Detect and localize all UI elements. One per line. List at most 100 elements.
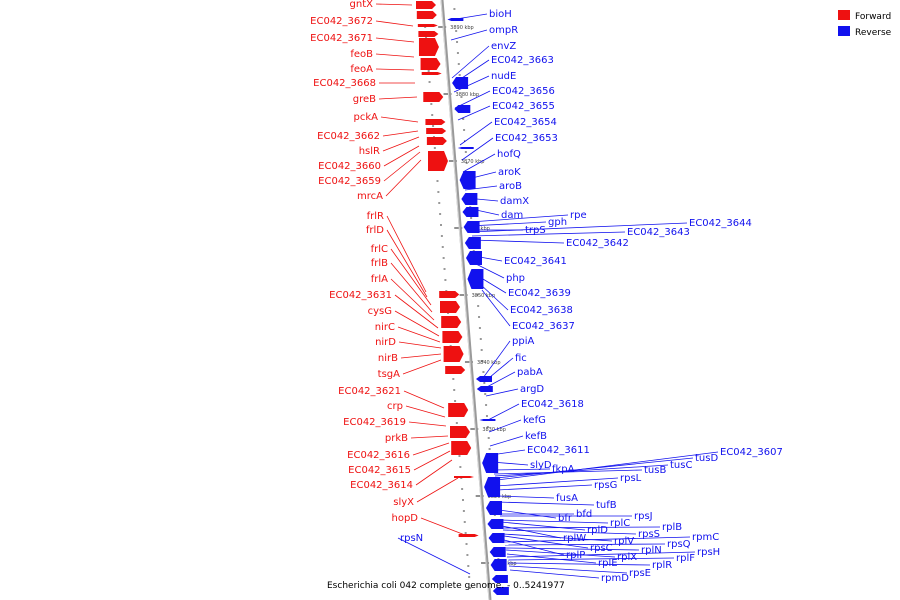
gene-label-forward: EC042_3616 [347, 450, 410, 461]
gene-label-forward: feoA [350, 64, 373, 75]
leader-line-forward [375, 20, 414, 27]
leader-lines [375, 3, 719, 579]
reverse-gene-feature [452, 77, 469, 89]
gene-label-reverse: rpsC [590, 543, 613, 554]
forward-gene-feature [454, 476, 474, 478]
reverse-gene-feature [461, 193, 478, 205]
gene-label-reverse: rplF [676, 553, 695, 564]
gene-label-forward: nirD [375, 337, 396, 348]
gene-label-reverse: EC042_3618 [521, 399, 584, 410]
gene-label-reverse: EC042_3642 [566, 238, 629, 249]
gene-label-forward: nirC [375, 322, 395, 333]
forward-gene-feature [418, 38, 439, 56]
gene-label-reverse: kefG [523, 415, 546, 426]
gene-label-reverse: EC042_3641 [504, 256, 567, 267]
gene-label-forward: gntX [350, 0, 374, 10]
leader-line-reverse [461, 137, 494, 161]
gene-label-reverse: rplR [652, 560, 672, 571]
forward-gene-feature [440, 301, 460, 313]
leader-line-reverse [471, 239, 565, 244]
reverse-gene-feature [491, 575, 508, 583]
reverse-gene-feature [467, 269, 484, 289]
gene-label-reverse: EC042_3653 [495, 133, 558, 144]
gene-label-reverse: rplD [587, 525, 608, 536]
gene-label-reverse: hofQ [497, 149, 521, 160]
reverse-gene-feature [492, 587, 509, 595]
gene-label-reverse: rpsG [594, 480, 617, 491]
leader-line-forward [394, 294, 439, 329]
leader-line-reverse [504, 536, 691, 543]
leader-line-forward [405, 405, 446, 418]
leader-line-reverse [471, 231, 626, 237]
leader-line-forward [375, 68, 415, 71]
gene-label-forward: frlB [371, 258, 388, 269]
gene-label-forward: feoB [350, 49, 373, 60]
gene-label-forward: mrcA [357, 191, 383, 202]
leader-line-reverse [505, 549, 616, 558]
gene-label-reverse: php [506, 273, 525, 284]
forward-gene-feature [428, 151, 448, 171]
leader-line-forward [415, 459, 453, 486]
legend: Forward Reverse [838, 10, 892, 38]
forward-gene-feature [441, 316, 462, 328]
gene-label-reverse: rplE [598, 558, 618, 569]
gene-label-reverse: rplC [610, 518, 630, 529]
leader-line-reverse [469, 222, 688, 233]
reverse-gene-feature [476, 376, 492, 382]
leader-line-reverse [496, 484, 593, 491]
leader-line-reverse [488, 419, 522, 433]
leader-line-forward [386, 229, 428, 298]
reverse-gene-feature [490, 559, 507, 571]
gene-label-reverse: rpe [570, 210, 587, 221]
forward-gene-feature [439, 291, 460, 298]
leader-line-reverse [450, 29, 488, 41]
leader-line-reverse [503, 535, 589, 549]
leader-line-reverse [462, 153, 496, 173]
leader-line-reverse [500, 521, 586, 531]
gene-label-forward: EC042_3672 [310, 16, 373, 27]
gene-labels: gntX EC042_3672 EC042_3671 feoB feoA EC042_36… [310, 0, 783, 584]
leader-line-forward [385, 159, 422, 197]
gene-label-reverse: EC042_3611 [527, 445, 590, 456]
leader-line-forward [380, 116, 419, 123]
legend-label-forward: Forward [855, 12, 891, 22]
forward-gene-feature [442, 331, 463, 343]
leader-line-forward [383, 151, 421, 182]
gene-label-reverse: fic [515, 353, 527, 364]
gene-label-reverse: kefB [525, 431, 547, 442]
gene-label-reverse: ompR [489, 25, 518, 36]
leader-line-reverse [502, 529, 637, 535]
gene-label-forward: hslR [359, 146, 380, 157]
leader-line-reverse [464, 185, 498, 191]
forward-gene-feature [421, 72, 442, 75]
reverse-gene-feature [464, 237, 481, 249]
gene-label-reverse: damX [500, 196, 529, 207]
leader-line-reverse [457, 105, 491, 121]
leader-line-reverse [487, 403, 520, 421]
gene-label-reverse: rpsL [620, 473, 642, 484]
gene-label-forward: frlC [371, 244, 388, 255]
leader-line-forward [420, 517, 466, 536]
gene-label-reverse: EC042_3643 [627, 227, 690, 238]
gene-label-reverse: rplW [563, 533, 586, 544]
forward-gene-feature [448, 403, 469, 417]
legend-label-reverse: Reverse [855, 28, 892, 38]
reverse-gene-feature [482, 453, 499, 473]
gene-label-forward: EC042_3671 [310, 33, 373, 44]
leader-line-forward [390, 262, 433, 313]
gene-label-reverse: EC042_3607 [720, 447, 783, 458]
gene-label-forward: EC042_3615 [348, 465, 411, 476]
scale-tick-label: 3880 kbp [456, 92, 480, 98]
gene-label-reverse: dam [501, 210, 523, 221]
leader-line-reverse [496, 451, 719, 481]
gene-label-forward: frlD [366, 225, 384, 236]
gene-label-reverse: fkpA [552, 464, 575, 475]
reverse-gene-feature [459, 171, 476, 189]
gene-label-reverse: rpsS [638, 529, 660, 540]
reverse-gene-feature [487, 519, 504, 529]
gene-label-reverse: rpsJ [634, 511, 653, 522]
legend-swatch-forward [838, 10, 850, 20]
gene-label-reverse: tusC [670, 460, 692, 471]
gene-label-reverse: tusB [644, 465, 666, 476]
gene-label-reverse: gph [548, 217, 567, 228]
